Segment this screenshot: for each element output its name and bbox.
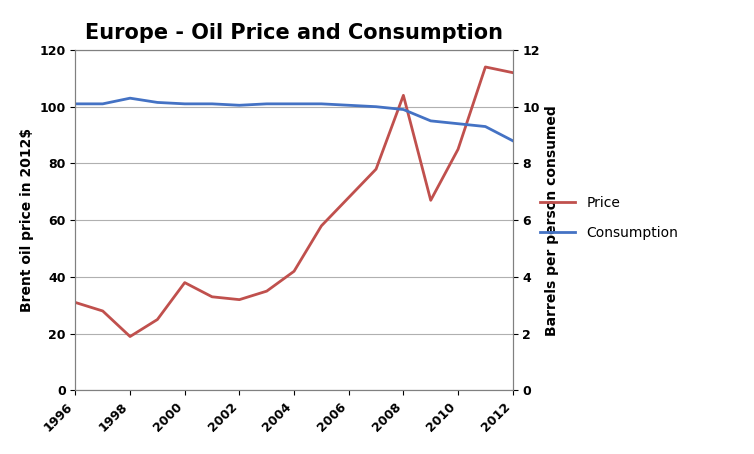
Price <box>508 70 517 75</box>
Consumption <box>98 101 107 107</box>
Price <box>317 223 326 228</box>
Consumption <box>71 101 80 107</box>
Consumption <box>207 101 216 107</box>
Consumption <box>180 101 189 107</box>
Consumption <box>508 138 517 143</box>
Consumption <box>372 104 381 109</box>
Price <box>454 147 463 152</box>
Price <box>262 288 271 294</box>
Price <box>71 300 80 305</box>
Price <box>235 297 244 302</box>
Consumption <box>345 103 354 108</box>
Consumption <box>290 101 299 107</box>
Price <box>98 308 107 314</box>
Consumption <box>262 101 271 107</box>
Consumption <box>317 101 326 107</box>
Consumption <box>153 100 162 105</box>
Price <box>290 268 299 274</box>
Price <box>153 317 162 322</box>
Price <box>207 294 216 300</box>
Y-axis label: Brent oil price in 2012$: Brent oil price in 2012$ <box>20 128 34 312</box>
Price <box>126 334 135 339</box>
Consumption <box>399 107 408 112</box>
Consumption <box>454 121 463 126</box>
Consumption <box>126 95 135 101</box>
Price <box>481 64 490 69</box>
Price <box>372 166 381 172</box>
Price <box>426 197 435 203</box>
Price <box>180 280 189 285</box>
Price <box>345 195 354 200</box>
Title: Europe - Oil Price and Consumption: Europe - Oil Price and Consumption <box>85 23 503 43</box>
Consumption <box>481 124 490 129</box>
Price <box>399 93 408 98</box>
Y-axis label: Barrels per person consumed: Barrels per person consumed <box>545 105 559 336</box>
Line: Price: Price <box>75 67 513 336</box>
Line: Consumption: Consumption <box>75 98 513 141</box>
Consumption <box>426 118 435 123</box>
Consumption <box>235 103 244 108</box>
Legend: Price, Consumption: Price, Consumption <box>535 190 684 246</box>
